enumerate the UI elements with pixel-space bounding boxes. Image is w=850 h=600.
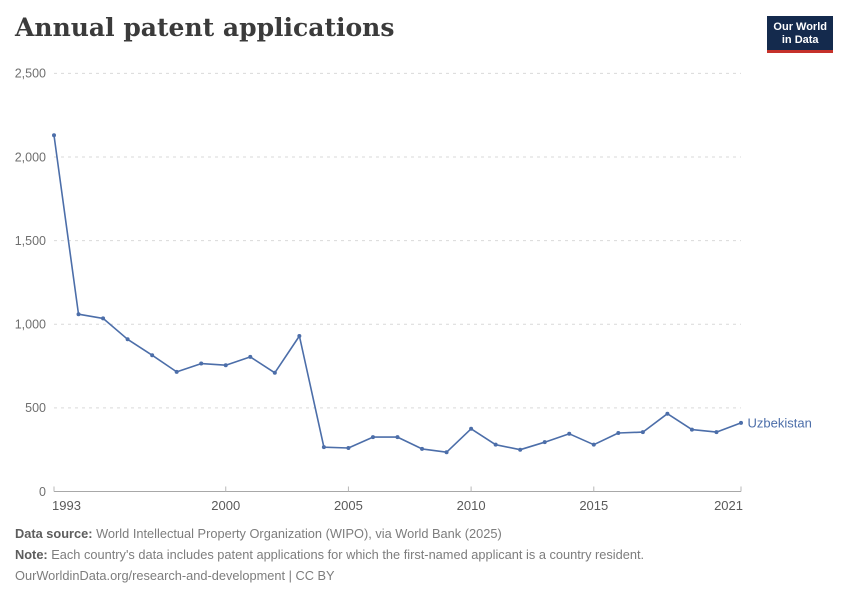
data-point (321, 445, 326, 450)
owid-logo[interactable]: Our World in Data (767, 16, 833, 54)
x-axis-tick-label: 2000 (211, 498, 240, 513)
note-label: Note: (15, 547, 48, 562)
note-text: Each country's data includes patent appl… (47, 547, 645, 562)
data-source-line: Data source: World Intellectual Property… (15, 523, 815, 544)
data-point (640, 430, 645, 435)
owid-logo-line1: Our World (773, 21, 827, 33)
data-point (272, 370, 277, 375)
data-point (420, 446, 425, 451)
x-axis-tick-label: 2021 (714, 498, 743, 513)
data-point (542, 440, 547, 445)
data-point (125, 337, 130, 342)
data-point (518, 447, 523, 452)
data-source-text: World Intellectual Property Organization… (92, 526, 502, 541)
data-point (199, 361, 204, 366)
page-title: Annual patent applications (15, 13, 395, 42)
data-point (714, 430, 719, 435)
owid-logo-line2: in Data (781, 34, 819, 47)
data-source-label: Data source: (15, 526, 93, 541)
x-axis-tick-label: 1993 (52, 498, 81, 513)
data-point (346, 446, 351, 451)
note-line: Note: Each country's data includes paten… (15, 544, 815, 565)
data-point (174, 369, 179, 374)
data-point (52, 133, 56, 138)
data-line-uzbekistan (53, 134, 742, 454)
data-point (739, 420, 743, 425)
license-link[interactable]: OurWorldinData.org/research-and-developm… (15, 568, 335, 583)
data-point (591, 442, 596, 447)
y-axis-tick-label: 1,500 (15, 234, 46, 248)
license-line: OurWorldinData.org/research-and-developm… (15, 565, 815, 586)
x-axis-tick-label: 2010 (457, 498, 486, 513)
x-axis-tick-label: 2005 (334, 498, 363, 513)
x-axis-tick-label: 2015 (579, 498, 608, 513)
data-point (101, 316, 106, 321)
data-point (395, 435, 400, 440)
data-point (248, 354, 253, 359)
entity-label: Uzbekistan (748, 415, 812, 430)
data-point (689, 427, 694, 432)
y-axis-tick-label: 500 (25, 401, 46, 415)
data-point (444, 450, 449, 455)
data-point (150, 353, 155, 358)
y-axis-tick-label: 2,000 (15, 150, 46, 164)
data-point (223, 363, 228, 368)
data-point (616, 430, 621, 435)
data-point (297, 333, 302, 338)
data-point (370, 435, 375, 440)
data-point (665, 411, 670, 416)
y-axis-tick-label: 1,000 (15, 318, 46, 332)
chart-footer: Data source: World Intellectual Property… (15, 523, 815, 586)
data-point (493, 442, 498, 447)
data-point (469, 426, 474, 431)
data-point (76, 312, 81, 317)
y-axis-tick-label: 0 (39, 485, 46, 499)
data-point (567, 431, 572, 436)
y-axis-tick-label: 2,500 (15, 67, 46, 81)
